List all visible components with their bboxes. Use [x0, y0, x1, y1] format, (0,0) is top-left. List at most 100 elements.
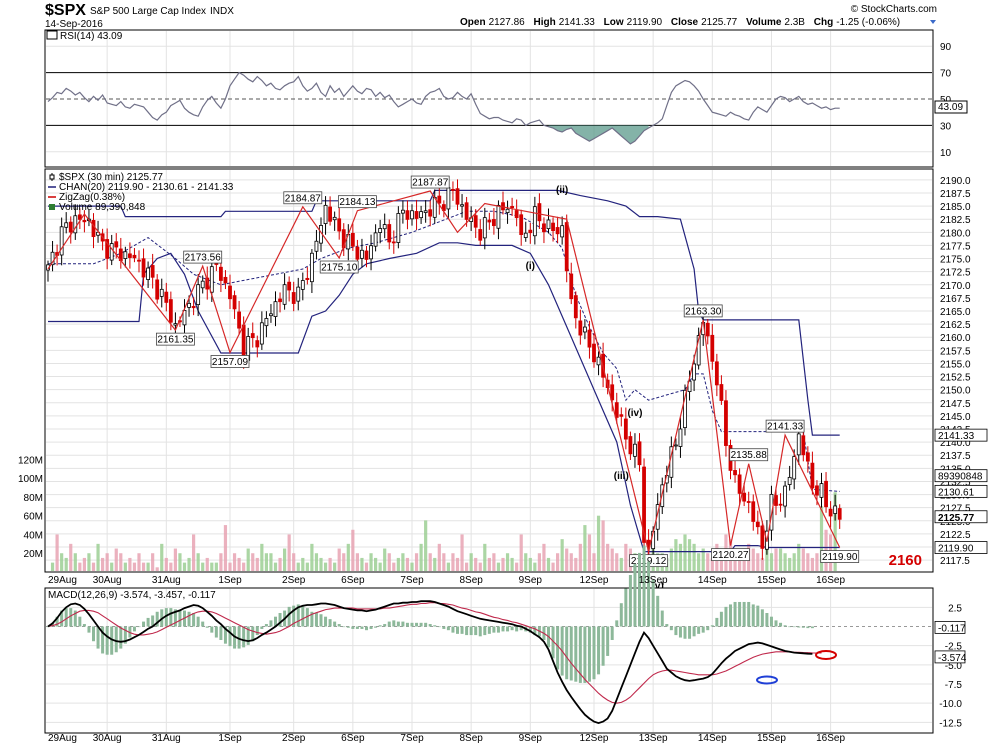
- volume-bar: [496, 562, 501, 571]
- x-axis-tick-label: 1Sep: [218, 575, 242, 586]
- volume-bar: [287, 534, 291, 571]
- volume-bar: [697, 553, 701, 571]
- macd-histogram-bar: [647, 561, 651, 627]
- candle-body: [419, 211, 424, 219]
- candle-body: [387, 224, 392, 243]
- dropdown-arrow-icon[interactable]: [930, 20, 936, 24]
- macd-histogram-bar: [697, 626, 701, 634]
- rsi-value-text: 43.09: [938, 102, 963, 113]
- macd-histogram-bar: [624, 588, 628, 627]
- volume-bar: [569, 553, 573, 571]
- candle-body: [187, 302, 191, 308]
- candle-body: [410, 210, 414, 220]
- volume-bar: [342, 553, 346, 571]
- macd-histogram-bar: [337, 624, 341, 627]
- price-label-box: [729, 448, 769, 462]
- price-tick-label: 2145.0: [940, 412, 971, 423]
- volume-bar: [578, 543, 582, 571]
- candle-body: [382, 224, 387, 230]
- candle-body: [464, 202, 469, 220]
- rsi-tick-label: 30: [940, 121, 952, 132]
- macd-histogram-bar: [656, 595, 660, 627]
- volume-bar: [69, 543, 73, 571]
- candle-body: [455, 188, 460, 205]
- macd-tick-label: -12.5: [939, 718, 962, 729]
- wave-count-label: (ii): [556, 185, 568, 196]
- macd-histogram-bar: [788, 626, 792, 628]
- candle-body: [127, 253, 132, 258]
- candle-body: [742, 492, 747, 502]
- volume-bar: [556, 553, 560, 571]
- candle-body: [155, 279, 160, 300]
- volume-bar: [806, 553, 810, 571]
- candle-body: [523, 232, 528, 238]
- volume-bar: [410, 562, 414, 571]
- volume-bar: [278, 557, 282, 571]
- macd-histogram-bar: [769, 616, 773, 627]
- rsi-tick-label: 70: [940, 69, 952, 80]
- volume-tick-label: 100M: [18, 474, 43, 485]
- price-label: 2173.56: [185, 253, 222, 264]
- volume-bar: [465, 562, 469, 571]
- macd-histogram-bar: [292, 605, 296, 627]
- volume-bar: [815, 553, 819, 571]
- candle-body: [423, 210, 428, 213]
- zigzag-line: [47, 190, 841, 552]
- macd-histogram-bar: [674, 626, 678, 636]
- macd-histogram-bar: [296, 604, 300, 627]
- candle-body: [596, 356, 601, 366]
- volume-bar: [319, 557, 323, 571]
- candle-body: [801, 435, 806, 456]
- volume-bar: [273, 562, 278, 571]
- macd-histogram-bar: [492, 626, 496, 633]
- price-tick-label: 2157.5: [940, 346, 971, 357]
- macd-histogram-bar: [760, 609, 764, 627]
- macd-histogram-bar: [478, 626, 482, 637]
- candle-body: [300, 280, 305, 290]
- volume-bar: [524, 553, 528, 571]
- macd-histogram-bar: [810, 626, 814, 629]
- volume-bar: [328, 557, 332, 571]
- candle-body: [555, 227, 560, 235]
- volume-bar: [519, 534, 523, 571]
- macd-histogram-bar: [110, 626, 114, 655]
- macd-histogram-bar: [806, 626, 810, 629]
- macd-histogram-bar: [556, 626, 560, 670]
- macd-histogram-bar: [360, 626, 364, 629]
- candle-body: [332, 216, 337, 221]
- candle-body: [396, 213, 401, 243]
- macd-histogram-bar: [633, 563, 637, 627]
- volume-bar: [264, 553, 268, 571]
- candle-body: [264, 318, 269, 327]
- macd-histogram-bar: [60, 610, 64, 627]
- candle-body: [159, 288, 164, 297]
- volume-bar: [60, 553, 64, 571]
- volume-bar: [364, 562, 369, 571]
- macd-histogram-bar: [146, 617, 150, 627]
- candle-body: [337, 218, 342, 232]
- volume-bar: [387, 553, 391, 571]
- volume-bar: [810, 557, 814, 571]
- macd-histogram-bar: [223, 626, 227, 644]
- x-axis-tick-label: 9Sep: [519, 575, 543, 586]
- macd-histogram-bar: [196, 616, 200, 627]
- price-label: 2184.87: [285, 193, 322, 204]
- x-axis-tick-label-bottom: 14Sep: [698, 733, 727, 744]
- candle-body: [391, 241, 396, 244]
- volume-bar: [528, 557, 532, 571]
- macd-histogram-bar: [119, 626, 123, 649]
- macd-histogram-bar: [101, 626, 105, 654]
- volume-bar: [82, 557, 86, 571]
- macd-histogram-bar: [569, 626, 573, 681]
- x-axis-tick-label: 7Sep: [400, 575, 424, 586]
- volume-bar: [769, 553, 774, 571]
- candle-body: [505, 208, 510, 213]
- macd-histogram-bar: [642, 545, 646, 627]
- volume-bar: [419, 543, 423, 571]
- candle-body: [528, 229, 533, 234]
- candle-body: [587, 329, 592, 348]
- price-label: 2135.88: [731, 450, 768, 461]
- macd-histogram-bar: [519, 626, 523, 631]
- macd-histogram-bar: [619, 603, 623, 627]
- macd-histogram-bar: [401, 621, 405, 627]
